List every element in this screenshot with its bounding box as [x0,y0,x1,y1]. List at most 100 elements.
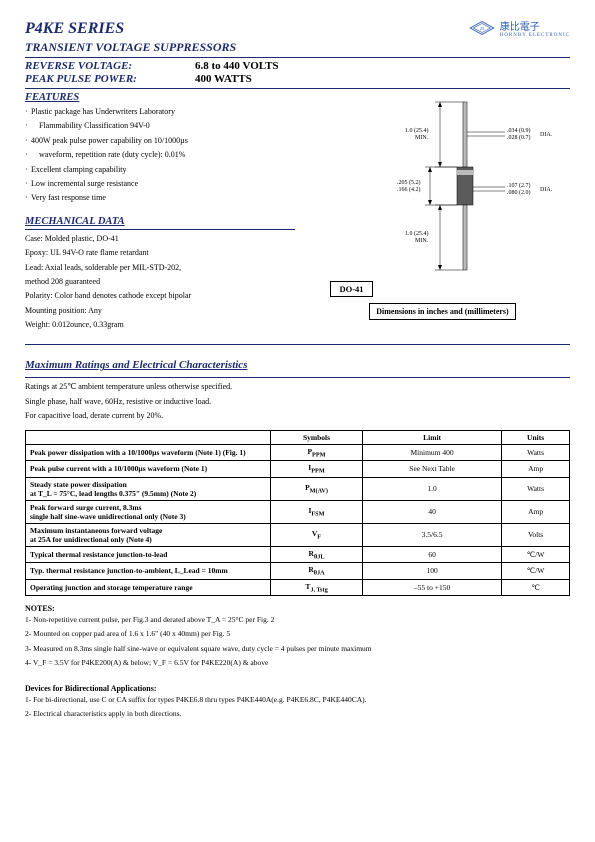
svg-text:.166 (4.2): .166 (4.2) [397,186,421,193]
table-row: Peak forward surge current, 8.3mssingle … [26,500,570,523]
note-item: 1- Non-repetitive current pulse, per Fig… [25,613,570,627]
table-cell: RθJA [271,563,363,580]
table-cell: Watts [502,477,570,500]
reverse-voltage-row: REVERSE VOLTAGE: 6.8 to 440 VOLTS [25,60,570,72]
feature-item: Flammability Classification 94V-0 [25,119,295,133]
table-cell: VF [271,523,363,546]
table-cell: 100 [363,563,502,580]
feature-item: Very fast response time [25,191,295,205]
table-cell: 60 [363,546,502,563]
feature-item: 400W peak pulse power capability on 10/1… [25,134,295,148]
bidir-item: 2- Electrical characteristics apply in b… [25,707,570,721]
product-subtitle: TRANSIENT VOLTAGE SUPPRESSORS [25,40,570,55]
svg-text:.107 (2.7): .107 (2.7) [507,182,531,189]
svg-text:MIN.: MIN. [415,135,429,141]
mechanical-item: Epoxy: UL 94V-O rate flame retardant [25,246,295,260]
svg-text:DIA.: DIA. [540,132,553,138]
note-item: 4- V_F = 3.5V for P4KE200(A) & below; V_… [25,656,570,670]
table-row: Typical thermal resistance junction-to-l… [26,546,570,563]
table-cell: Peak power dissipation with a 10/1000µs … [26,444,271,461]
table-row: Maximum instantaneous forward voltageat … [26,523,570,546]
table-cell: Typ. thermal resistance junction-to-ambi… [26,563,271,580]
divider [25,88,570,89]
table-row: Typ. thermal resistance junction-to-ambi… [26,563,570,580]
bidir-heading: Devices for Bidirectional Applications: [25,684,570,693]
features-list: Plastic package has Underwriters Laborat… [25,105,295,206]
svg-text:1.0 (25.4): 1.0 (25.4) [405,127,429,134]
brand-logo: 25 康比電子 HORNBY ELECTRONIC [469,18,570,38]
table-row: Peak power dissipation with a 10/1000µs … [26,444,570,461]
notes-list: 1- Non-repetitive current pulse, per Fig… [25,613,570,670]
table-cell: PM(AV) [271,477,363,500]
bidir-item: 1- For bi-directional, use C or CA suffi… [25,693,570,707]
table-header [26,430,271,444]
svg-text:MIN.: MIN. [415,238,429,244]
table-cell: IFSM [271,500,363,523]
table-cell: IPPM [271,461,363,478]
table-cell: PPPM [271,444,363,461]
mechanical-heading: MECHANICAL DATA [25,216,295,227]
mechanical-item: Lead: Axial leads, solderable per MIL-ST… [25,261,295,275]
intro-line: Ratings at 25℃ ambient temperature unles… [25,380,570,394]
max-ratings-heading: Maximum Ratings and Electrical Character… [25,359,570,371]
peak-power-label: PEAK PULSE POWER: [25,73,195,85]
table-header: Units [502,430,570,444]
table-cell: Amp [502,461,570,478]
table-cell: Minimum 400 [363,444,502,461]
intro-line: Single phase, half wave, 60Hz, resistive… [25,395,570,409]
table-cell: ℃/W [502,563,570,580]
reverse-voltage-value: 6.8 to 440 VOLTS [195,60,279,72]
ratings-table: SymbolsLimitUnits Peak power dissipation … [25,430,570,597]
divider [25,344,570,345]
feature-item: Low incremental surge resistance [25,177,295,191]
mechanical-item: method 208 guaranteed [25,275,295,289]
table-header: Symbols [271,430,363,444]
mechanical-item: Weight: 0.012ounce, 0.33gram [25,318,295,332]
mechanical-item: Case: Molded plastic, DO-41 [25,232,295,246]
reverse-voltage-label: REVERSE VOLTAGE: [25,60,195,72]
logo-subtext: HORNBY ELECTRONIC [500,33,570,38]
table-cell: 1.0 [363,477,502,500]
table-cell: ℃ [502,579,570,596]
logo-diamond-icon: 25 [469,20,495,36]
table-header: Limit [363,430,502,444]
table-cell: See Next Table [363,461,502,478]
package-caption: Dimensions in inches and (millimeters) [369,303,515,320]
divider [25,229,295,230]
intro-line: For capacitive load, derate current by 2… [25,409,570,423]
feature-item: waveform, repetition rate (duty cycle): … [25,148,295,162]
table-cell: –55 to +150 [363,579,502,596]
divider [25,57,570,58]
note-item: 2- Mounted on copper pad area of 1.6 x 1… [25,627,570,641]
logo-text: 康比電子 [500,18,570,33]
table-cell: Volts [502,523,570,546]
package-label: DO-41 [330,281,372,297]
table-cell: ℃/W [502,546,570,563]
table-row: Steady state power dissipationat T_L = 7… [26,477,570,500]
svg-text:DIA.: DIA. [540,187,553,193]
feature-item: Excellent clamping capability [25,163,295,177]
mechanical-list: Case: Molded plastic, DO-41Epoxy: UL 94V… [25,232,295,333]
table-row: Operating junction and storage temperatu… [26,579,570,596]
notes-heading: NOTES: [25,604,570,613]
peak-power-value: 400 WATTS [195,73,252,85]
max-ratings-intro: Ratings at 25℃ ambient temperature unles… [25,380,570,423]
note-item: 3- Measured on 8.3ms single half sine-wa… [25,642,570,656]
table-cell: Peak forward surge current, 8.3mssingle … [26,500,271,523]
svg-text:.028 (0.7): .028 (0.7) [507,134,531,141]
table-cell: 40 [363,500,502,523]
table-cell: RθJL [271,546,363,563]
table-cell: Peak pulse current with a 10/1000µs wave… [26,461,271,478]
bidir-list: 1- For bi-directional, use C or CA suffi… [25,693,570,722]
table-cell: Maximum instantaneous forward voltageat … [26,523,271,546]
table-cell: Operating junction and storage temperatu… [26,579,271,596]
table-cell: Amp [502,500,570,523]
svg-text:1.0 (25.4): 1.0 (25.4) [405,230,429,237]
table-cell: Steady state power dissipationat T_L = 7… [26,477,271,500]
table-row: Peak pulse current with a 10/1000µs wave… [26,461,570,478]
svg-text:.080 (2.0): .080 (2.0) [507,189,531,196]
table-cell: Watts [502,444,570,461]
table-cell: TJ, Tstg [271,579,363,596]
divider [25,377,570,378]
table-cell: Typical thermal resistance junction-to-l… [26,546,271,563]
